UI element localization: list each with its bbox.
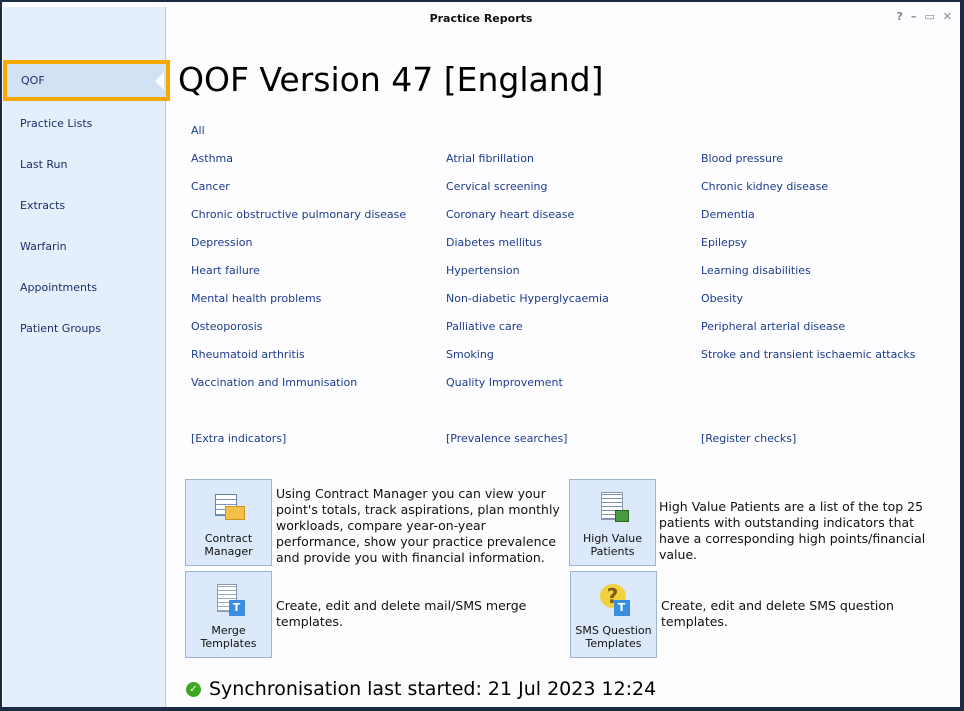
tool-description: Using Contract Manager you can view your… xyxy=(276,486,560,565)
qof-link[interactable]: Dementia xyxy=(701,208,755,221)
tool-label: Merge Templates xyxy=(200,624,257,650)
page-title: QOF Version 47 [England] xyxy=(178,60,604,99)
qof-link[interactable]: Chronic kidney disease xyxy=(701,180,829,193)
extra-link[interactable]: [Extra indicators] xyxy=(191,432,287,445)
check-circle-icon: ✓ xyxy=(186,681,201,697)
tool-description: Create, edit and delete SMS question tem… xyxy=(661,598,894,629)
qof-link[interactable]: Obesity xyxy=(701,292,744,305)
sidebar-item-patient-groups[interactable]: Patient Groups xyxy=(20,322,102,335)
qof-link[interactable]: Rheumatoid arthritis xyxy=(191,348,305,361)
tool-label: SMS Question Templates xyxy=(575,624,652,650)
qof-link[interactable]: Epilepsy xyxy=(701,236,748,249)
merge-templates-icon: T xyxy=(213,584,245,616)
sync-status: ✓ Synchronisation last started: 21 Jul 2… xyxy=(186,678,656,700)
maximize-icon[interactable]: ▭ xyxy=(924,10,935,23)
qof-link[interactable]: Chronic obstructive pulmonary disease xyxy=(191,208,407,221)
contract-manager-button[interactable]: Contract Manager xyxy=(185,479,272,566)
qof-link[interactable]: Non-diabetic Hyperglycaemia xyxy=(446,292,609,305)
qof-link[interactable]: Palliative care xyxy=(446,320,523,333)
qof-link[interactable]: Mental health problems xyxy=(191,292,322,305)
qof-link[interactable]: Stroke and transient ischaemic attacks xyxy=(701,348,916,361)
extra-link[interactable]: [Register checks] xyxy=(701,432,797,445)
qof-link[interactable]: Learning disabilities xyxy=(701,264,811,277)
qof-link[interactable]: Blood pressure xyxy=(701,152,784,165)
sidebar-item-extracts[interactable]: Extracts xyxy=(20,199,66,212)
window-controls: ? – ▭ ✕ xyxy=(896,10,952,23)
sms-question-templates-button[interactable]: ? T SMS Question Templates xyxy=(570,571,657,658)
qof-link[interactable]: Coronary heart disease xyxy=(446,208,575,221)
qof-link[interactable]: Smoking xyxy=(446,348,494,361)
qof-link[interactable]: Osteoporosis xyxy=(191,320,263,333)
high-value-patients-button[interactable]: High Value Patients xyxy=(569,479,656,566)
qof-link[interactable]: Cancer xyxy=(191,180,230,193)
qof-link[interactable]: Heart failure xyxy=(191,264,260,277)
qof-link[interactable]: Vaccination and Immunisation xyxy=(191,376,358,389)
high-value-patients-icon xyxy=(597,492,629,524)
sidebar-item-appointments[interactable]: Appointments xyxy=(20,281,98,294)
tool-label: High Value Patients xyxy=(583,532,642,558)
merge-templates-button[interactable]: T Merge Templates xyxy=(185,571,272,658)
help-icon[interactable]: ? xyxy=(896,10,903,23)
close-icon[interactable]: ✕ xyxy=(942,10,952,23)
qof-link[interactable]: Quality Improvement xyxy=(446,376,563,389)
sidebar-item-last-run[interactable]: Last Run xyxy=(20,158,68,171)
tool-label: Contract Manager xyxy=(204,532,253,558)
sms-question-templates-icon: ? T xyxy=(598,584,630,616)
qof-link[interactable]: Hypertension xyxy=(446,264,520,277)
minimize-icon[interactable]: – xyxy=(910,10,917,23)
sidebar-item-warfarin[interactable]: Warfarin xyxy=(20,240,67,253)
contract-manager-icon xyxy=(213,492,245,524)
qof-link[interactable]: Cervical screening xyxy=(446,180,548,193)
sidebar-item-qof[interactable]: QOF xyxy=(3,60,170,101)
qof-link[interactable]: Asthma xyxy=(191,152,233,165)
tool-description: Create, edit and delete mail/SMS merge t… xyxy=(276,598,527,629)
qof-link[interactable]: Diabetes mellitus xyxy=(446,236,542,249)
link-all[interactable]: All xyxy=(191,124,205,137)
extra-link[interactable]: [Prevalence searches] xyxy=(446,432,568,445)
window-title: Practice Reports xyxy=(429,12,533,25)
qof-link[interactable]: Depression xyxy=(191,236,253,249)
sync-text: Synchronisation last started: 21 Jul 202… xyxy=(209,678,657,700)
sidebar: QOF Practice Lists Last Run Extracts Warfari… xyxy=(3,7,170,707)
qof-link[interactable]: Atrial fibrillation xyxy=(446,152,534,165)
sidebar-item-practice-lists[interactable]: Practice Lists xyxy=(20,117,93,130)
tool-description: High Value Patients are a list of the to… xyxy=(659,499,926,562)
qof-link[interactable]: Peripheral arterial disease xyxy=(701,320,846,333)
